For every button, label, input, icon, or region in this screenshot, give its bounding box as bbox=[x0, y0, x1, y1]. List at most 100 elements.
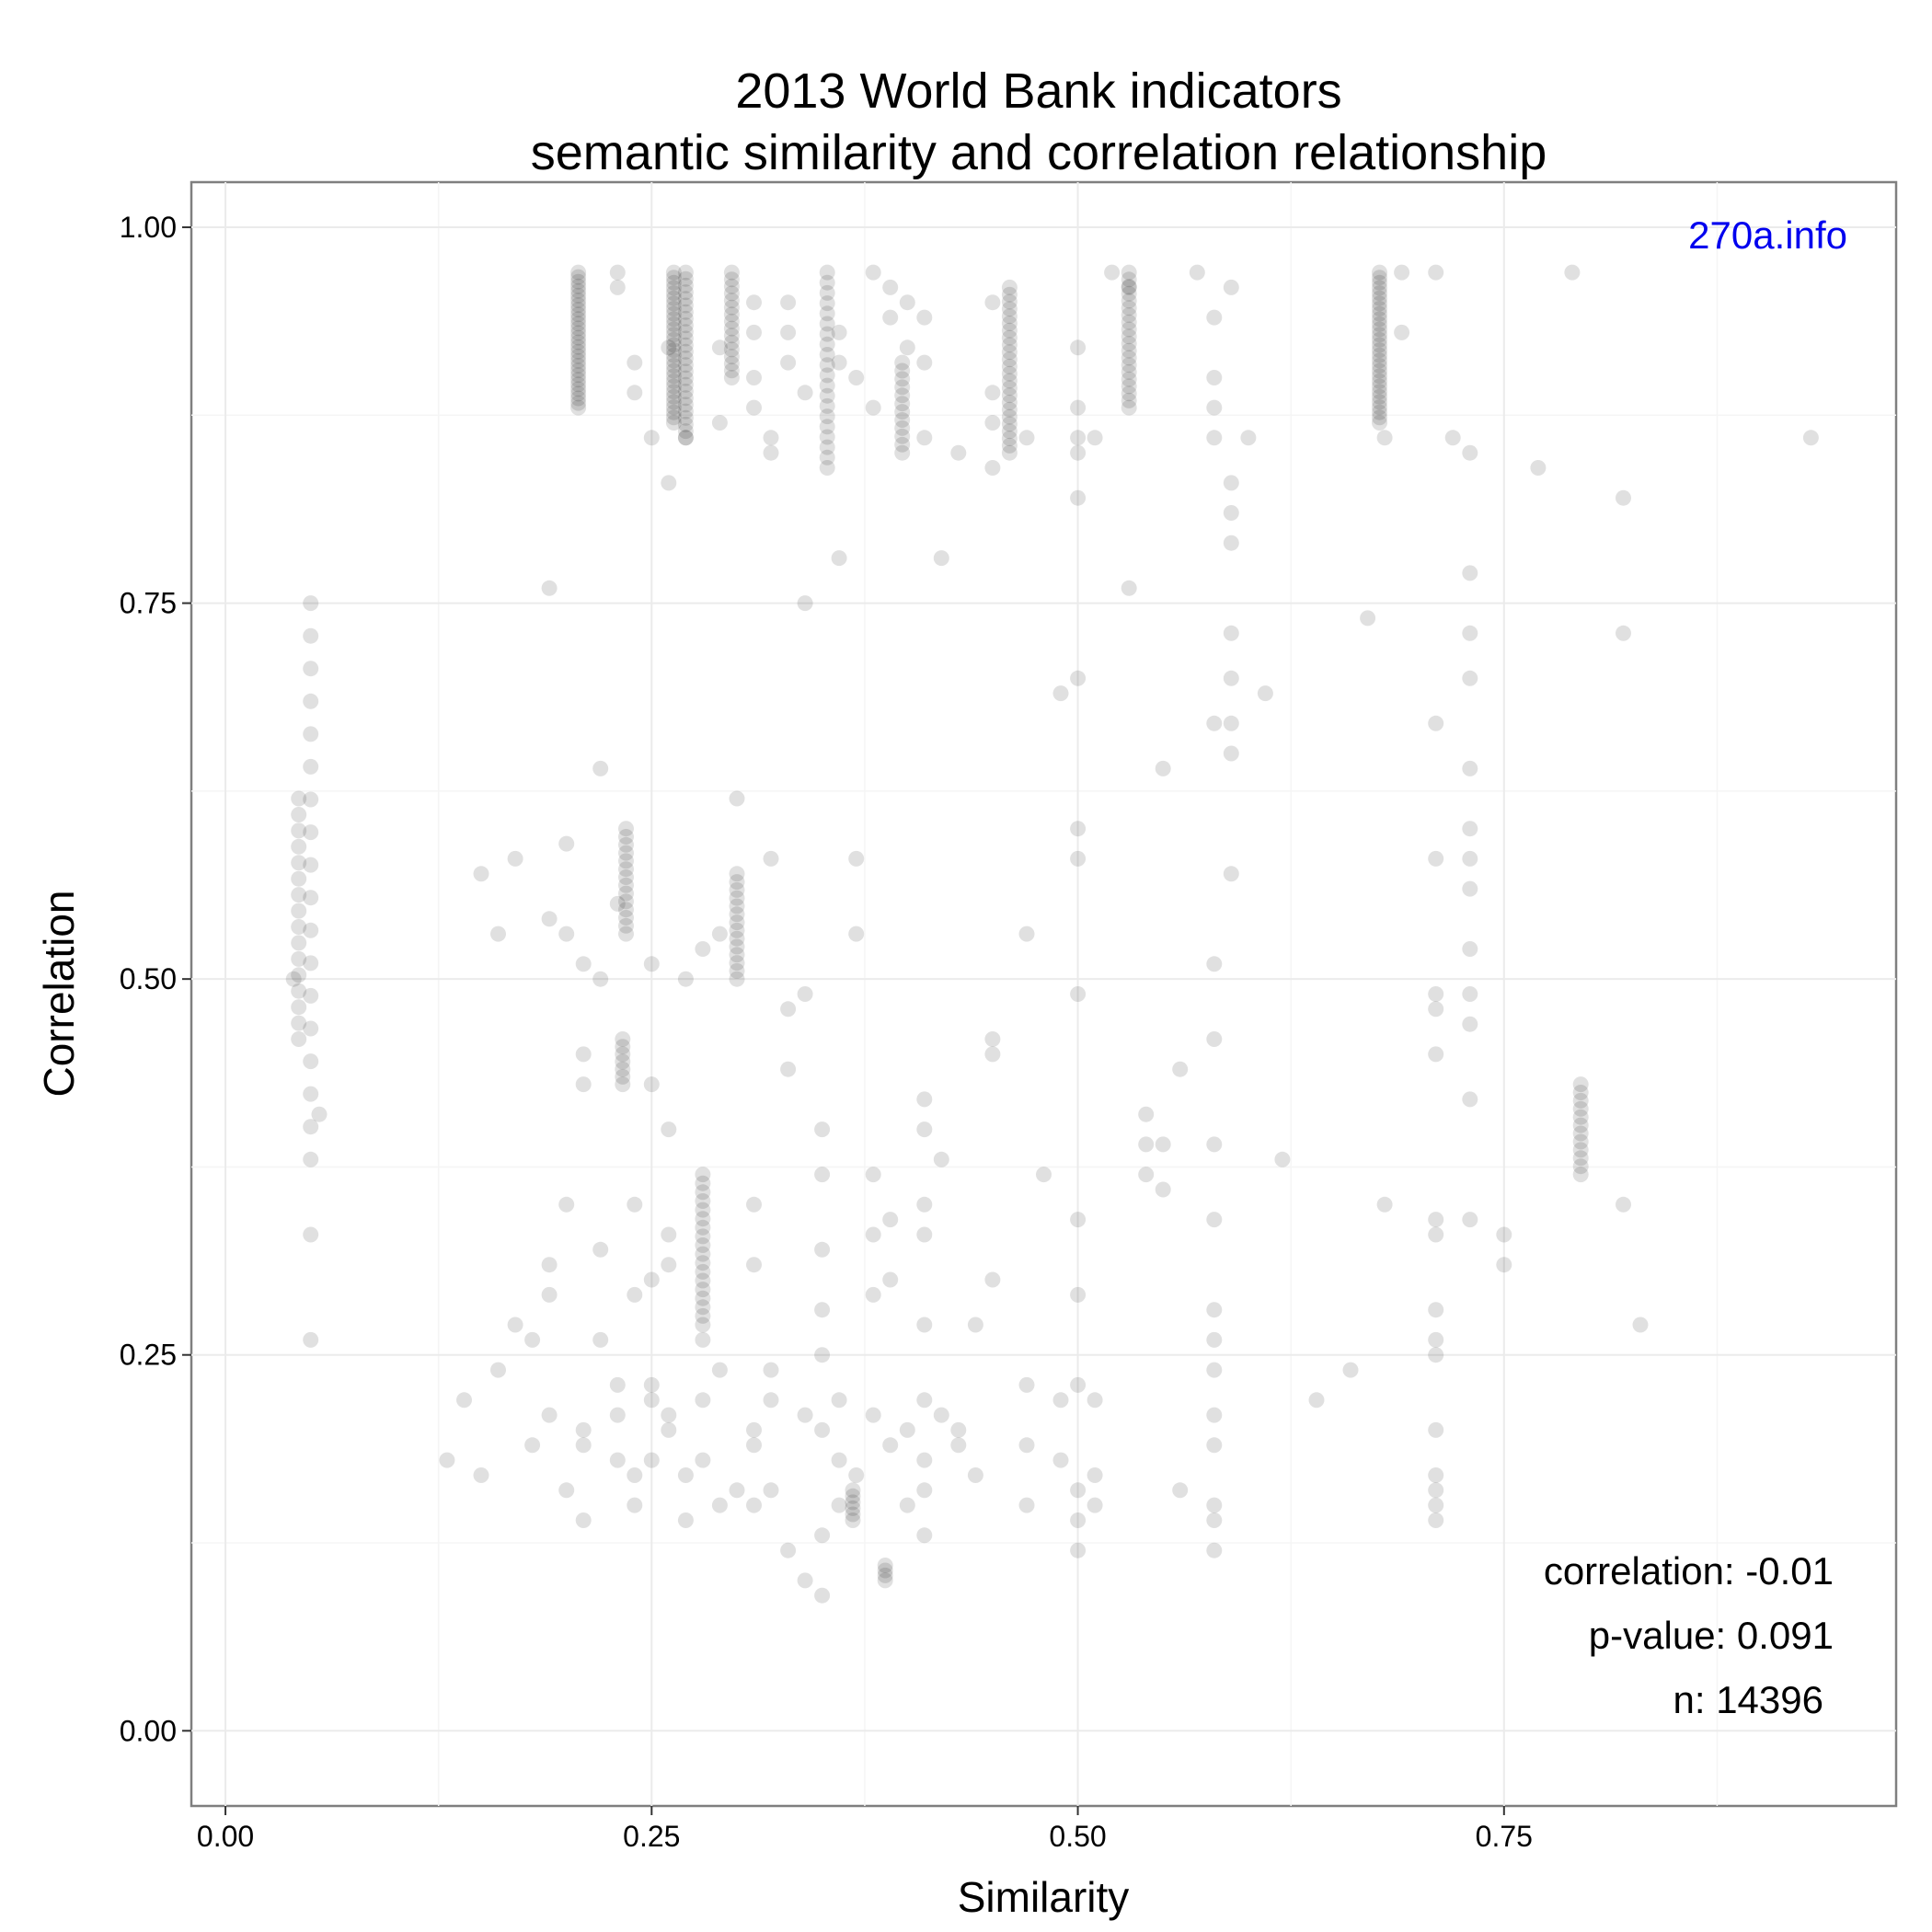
data-point bbox=[797, 986, 813, 1002]
data-point bbox=[723, 362, 740, 379]
data-point bbox=[570, 395, 587, 411]
data-point bbox=[1001, 344, 1018, 361]
data-point bbox=[845, 1482, 861, 1499]
data-point bbox=[558, 835, 575, 852]
data-point bbox=[1572, 1117, 1589, 1133]
data-point bbox=[570, 376, 587, 393]
data-point bbox=[1121, 293, 1137, 309]
data-point bbox=[814, 1302, 831, 1318]
data-point bbox=[677, 370, 694, 386]
data-point bbox=[695, 941, 711, 957]
data-point bbox=[609, 279, 626, 295]
data-point bbox=[618, 821, 634, 837]
data-point bbox=[916, 1091, 933, 1108]
data-point bbox=[1121, 378, 1137, 395]
data-point bbox=[1206, 430, 1223, 446]
data-point bbox=[665, 280, 682, 296]
data-point bbox=[665, 285, 682, 302]
data-point bbox=[819, 274, 835, 291]
data-point bbox=[677, 416, 694, 432]
data-point bbox=[1070, 1512, 1087, 1528]
data-point bbox=[729, 938, 745, 955]
data-point bbox=[1138, 1106, 1155, 1122]
data-point bbox=[665, 321, 682, 338]
data-point bbox=[303, 791, 319, 808]
data-point bbox=[797, 595, 813, 612]
data-point bbox=[711, 415, 728, 431]
data-point bbox=[291, 790, 307, 807]
data-point bbox=[1394, 264, 1410, 281]
data-point bbox=[746, 1421, 762, 1438]
data-point bbox=[819, 326, 835, 342]
data-point bbox=[570, 278, 587, 294]
data-point bbox=[541, 1257, 558, 1273]
data-point bbox=[1376, 1196, 1393, 1213]
data-point bbox=[291, 903, 307, 919]
data-point bbox=[615, 1061, 631, 1077]
plot-panel bbox=[190, 180, 1898, 1808]
data-point bbox=[819, 367, 835, 384]
data-point bbox=[1223, 670, 1239, 686]
data-point bbox=[845, 1494, 861, 1511]
data-point bbox=[456, 1392, 472, 1409]
data-point bbox=[1372, 409, 1387, 426]
data-point bbox=[291, 999, 307, 1016]
data-point bbox=[1223, 535, 1239, 551]
data-point bbox=[1572, 1142, 1589, 1158]
data-point bbox=[570, 352, 587, 369]
data-point bbox=[665, 415, 682, 431]
data-point bbox=[303, 1331, 319, 1348]
data-point bbox=[1572, 1158, 1589, 1175]
data-point bbox=[1121, 350, 1137, 366]
data-point bbox=[291, 967, 307, 983]
data-point bbox=[665, 311, 682, 328]
data-point bbox=[1018, 1497, 1035, 1513]
data-point bbox=[615, 1068, 631, 1085]
data-point bbox=[570, 385, 587, 402]
data-point bbox=[695, 1392, 711, 1409]
data-point bbox=[291, 870, 307, 887]
data-point bbox=[1087, 1497, 1103, 1513]
data-point bbox=[1070, 850, 1087, 867]
data-point bbox=[570, 381, 587, 397]
data-point bbox=[1121, 399, 1137, 416]
data-point bbox=[1462, 1212, 1478, 1228]
data-point bbox=[916, 1482, 933, 1499]
data-point bbox=[780, 294, 797, 311]
data-point bbox=[618, 917, 634, 934]
data-point bbox=[814, 1421, 831, 1438]
data-point bbox=[615, 1046, 631, 1063]
data-point bbox=[570, 264, 587, 281]
data-point bbox=[1572, 1125, 1589, 1142]
data-point bbox=[916, 354, 933, 371]
data-point bbox=[291, 855, 307, 871]
data-point bbox=[677, 1467, 694, 1483]
data-point bbox=[1462, 1091, 1478, 1108]
data-point bbox=[950, 1437, 967, 1454]
data-point bbox=[763, 850, 779, 867]
data-point bbox=[627, 1467, 643, 1483]
data-point bbox=[303, 890, 319, 906]
data-point bbox=[303, 595, 319, 612]
data-point bbox=[1121, 580, 1137, 596]
data-point bbox=[695, 1228, 711, 1245]
data-point bbox=[1372, 373, 1387, 389]
data-point bbox=[303, 1086, 319, 1102]
data-point bbox=[819, 439, 835, 455]
data-point bbox=[665, 358, 682, 374]
data-point bbox=[1206, 1331, 1223, 1348]
data-point bbox=[665, 290, 682, 306]
data-point bbox=[967, 1467, 983, 1483]
data-point bbox=[763, 1482, 779, 1499]
data-point bbox=[291, 838, 307, 855]
data-point bbox=[643, 430, 660, 446]
data-point bbox=[1572, 1092, 1589, 1109]
data-point bbox=[643, 1452, 660, 1468]
data-point bbox=[618, 861, 634, 878]
data-point bbox=[665, 331, 682, 348]
data-point bbox=[1372, 285, 1387, 302]
data-point bbox=[615, 1031, 631, 1047]
data-point bbox=[729, 881, 745, 898]
data-point bbox=[1121, 314, 1137, 330]
data-point bbox=[1462, 565, 1478, 581]
